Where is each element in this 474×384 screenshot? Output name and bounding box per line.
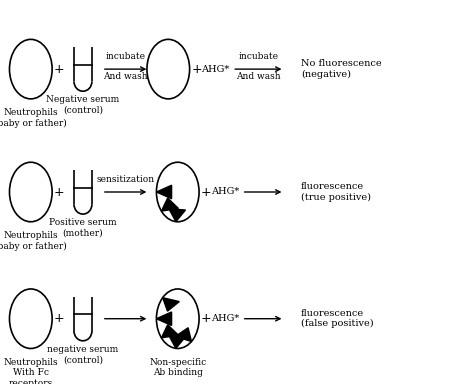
Polygon shape [175, 328, 191, 341]
Text: +: + [191, 63, 202, 76]
Text: +: + [201, 185, 211, 199]
Text: +: + [54, 63, 64, 76]
Text: negative serum
(control): negative serum (control) [47, 345, 118, 364]
Text: fluorescence
(false positive): fluorescence (false positive) [301, 309, 374, 328]
Text: incubate: incubate [238, 52, 278, 61]
Text: AHG*: AHG* [211, 187, 239, 197]
Polygon shape [156, 185, 172, 199]
Polygon shape [169, 336, 185, 348]
Text: No fluorescence
(negative): No fluorescence (negative) [301, 60, 382, 79]
Text: And wash: And wash [103, 72, 148, 81]
Text: Neutrophils
With Fc
receptors: Neutrophils With Fc receptors [3, 358, 58, 384]
Polygon shape [156, 312, 172, 326]
Text: And wash: And wash [236, 72, 281, 81]
Text: +: + [54, 312, 64, 325]
Polygon shape [163, 298, 179, 311]
Polygon shape [162, 198, 178, 211]
Text: Neutrophils
(baby or father): Neutrophils (baby or father) [0, 231, 67, 251]
Text: AHG*: AHG* [201, 65, 230, 74]
Text: Non-specific
Ab binding: Non-specific Ab binding [149, 358, 206, 377]
Text: Negative serum
(control): Negative serum (control) [46, 95, 119, 114]
Text: +: + [54, 185, 64, 199]
Text: +: + [201, 312, 211, 325]
Polygon shape [162, 325, 178, 338]
Text: AHG*: AHG* [211, 314, 239, 323]
Text: sensitization: sensitization [97, 175, 155, 184]
Text: Positive serum
(mother): Positive serum (mother) [49, 218, 117, 237]
Polygon shape [169, 209, 185, 222]
Text: fluorescence
(true positive): fluorescence (true positive) [301, 182, 371, 202]
Text: incubate: incubate [106, 52, 146, 61]
Text: Neutrophils
(baby or father): Neutrophils (baby or father) [0, 109, 67, 128]
